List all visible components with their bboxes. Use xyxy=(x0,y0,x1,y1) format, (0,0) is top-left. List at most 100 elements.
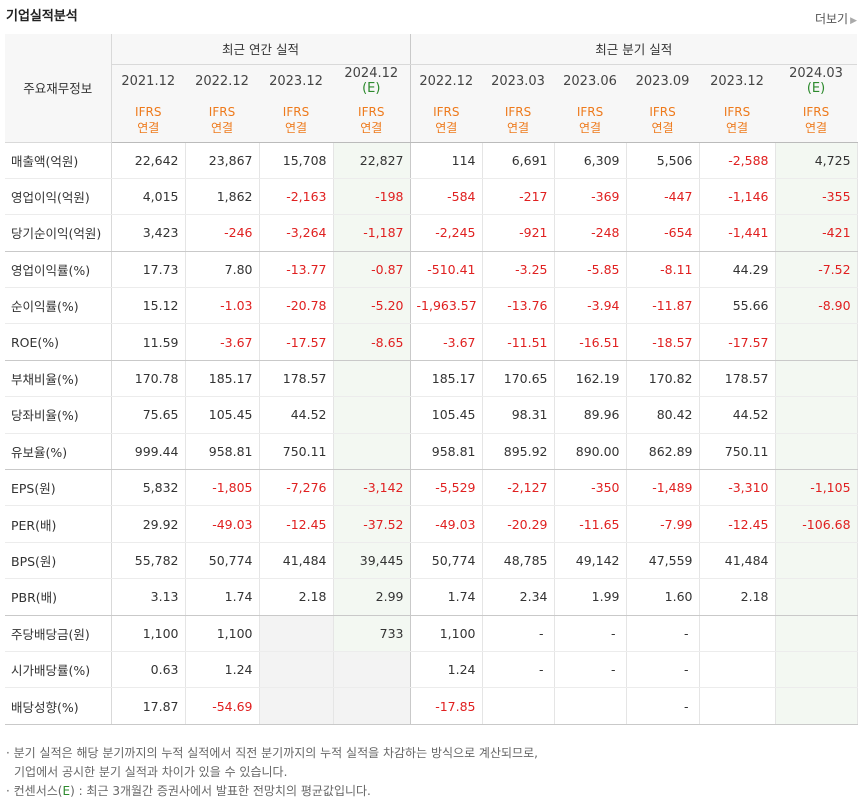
table-cell: 50,774 xyxy=(185,542,260,580)
table-cell: -350 xyxy=(554,469,627,507)
table-cell: -17.57 xyxy=(259,323,334,361)
table-cell: 170.78 xyxy=(111,360,186,398)
table-cell: -510.41 xyxy=(410,251,483,289)
table-cell: 6,691 xyxy=(482,142,555,179)
table-row: 시가배당률(%) 0.63 1.24 1.24- - - xyxy=(5,651,858,689)
ifrs-text: IFRS xyxy=(576,104,604,119)
table-cell: 4,015 xyxy=(111,178,186,216)
table-cell: - xyxy=(554,615,627,652)
table-cell: -3.67 xyxy=(410,323,483,361)
table-cell: 2.18 xyxy=(259,578,334,616)
table-cell xyxy=(775,651,858,689)
row-label: 부채비율(%) xyxy=(5,360,112,398)
table-cell: -11.87 xyxy=(626,287,700,325)
table-cell: 1.74 xyxy=(185,578,260,616)
table-cell: 0.63 xyxy=(111,651,186,689)
table-cell: - xyxy=(626,687,700,725)
ifrs-text: IFRS xyxy=(358,104,385,119)
table-cell: 89.96 xyxy=(554,396,627,434)
table-cell: -217 xyxy=(482,178,555,216)
ifrs-text: IFRS xyxy=(802,104,830,119)
table-cell: -369 xyxy=(554,178,627,216)
table-cell: 39,445 xyxy=(333,542,411,580)
ifrs-label: IFRS 연결 xyxy=(775,98,858,143)
table-cell xyxy=(775,396,858,434)
table-row: 당기순이익(억원) 3,423 -246 -3,264 -1,187 -2,245 -921… xyxy=(5,214,858,252)
more-link[interactable]: 더보기 ▶ xyxy=(815,10,857,27)
table-cell: -16.51 xyxy=(554,323,627,361)
section-header: 기업실적분석 더보기 ▶ xyxy=(0,0,863,34)
table-cell: 1,100 xyxy=(410,615,483,652)
table-cell: 11.59 xyxy=(111,323,186,361)
table-cell: 1.74 xyxy=(410,578,483,616)
table-cell xyxy=(775,578,858,616)
table-cell: 862.89 xyxy=(626,433,700,471)
table-cell: -3.67 xyxy=(185,323,260,361)
ifrs-label: IFRS 연결 xyxy=(482,98,555,143)
table-row: 순이익률(%) 15.12 -1.03 -20.78 -5.20 -1,963.57 -13… xyxy=(5,287,858,325)
table-cell xyxy=(775,615,858,652)
table-cell: 105.45 xyxy=(185,396,260,434)
consolidated-text: 연결 xyxy=(360,120,383,135)
period-header: 2023.09 xyxy=(626,64,700,98)
table-cell: -20.29 xyxy=(482,505,555,543)
table-cell: 3,423 xyxy=(111,214,186,252)
table-cell: -106.68 xyxy=(775,505,858,543)
ifrs-text: IFRS xyxy=(282,104,310,119)
table-cell xyxy=(699,615,776,652)
table-cell: 162.19 xyxy=(554,360,627,398)
table-cell: - xyxy=(482,615,555,652)
table-cell: 895.92 xyxy=(482,433,555,471)
table-cell: 80.42 xyxy=(626,396,700,434)
table-cell: -1,963.57 xyxy=(410,287,483,325)
period-header: 2021.12 xyxy=(111,64,185,98)
table-cell: 44.52 xyxy=(259,396,334,434)
table-cell: 750.11 xyxy=(699,433,776,471)
table-cell xyxy=(333,651,411,689)
ifrs-text: IFRS xyxy=(504,104,532,119)
ifrs-label: IFRS 연결 xyxy=(111,98,185,143)
table-cell: 1.24 xyxy=(410,651,483,689)
table-row: ROE(%) 11.59 -3.67 -17.57 -8.65 -3.67 -11.51 -1… xyxy=(5,323,858,361)
table-cell: -1,187 xyxy=(333,214,411,252)
table-cell: 17.73 xyxy=(111,251,186,289)
table-cell: 1,862 xyxy=(185,178,260,216)
table-cell: 170.82 xyxy=(626,360,700,398)
row-label: 당좌비율(%) xyxy=(5,396,112,434)
table-cell: 22,642 xyxy=(111,142,186,179)
ifrs-label: IFRS 연결 xyxy=(333,98,411,143)
table-cell: -5.20 xyxy=(333,287,411,325)
table-cell: -12.45 xyxy=(259,505,334,543)
table-cell: 50,774 xyxy=(410,542,483,580)
table-row: 주당배당금(원) 1,100 1,100 733 1,100- - - xyxy=(5,615,858,652)
table-cell: -37.52 xyxy=(333,505,411,543)
consolidated-text: 연결 xyxy=(284,120,308,135)
period-header: 2023.03 xyxy=(482,64,555,98)
table-cell: 15,708 xyxy=(259,142,334,179)
table-cell: -17.85 xyxy=(410,687,483,725)
table-cell: -18.57 xyxy=(626,323,700,361)
table-cell: -3,264 xyxy=(259,214,334,252)
consolidated-text: 연결 xyxy=(578,120,602,135)
footnote-2-prefix: · 컨센서스( xyxy=(6,784,63,798)
period-date: 2024.12 xyxy=(344,66,399,82)
table-cell: 41,484 xyxy=(699,542,776,580)
table-cell xyxy=(775,433,858,471)
table-cell: -1,441 xyxy=(699,214,776,252)
table-row: 당좌비율(%) 75.65 105.45 44.52 105.45 98.31 89.96 8… xyxy=(5,396,858,434)
period-header: 2022.12 xyxy=(185,64,259,98)
table-cell: 5,832 xyxy=(111,469,186,507)
table-row: 영업이익(억원) 4,015 1,862 -2,163 -198 -584 -217 -369… xyxy=(5,178,858,216)
table-cell: -1,805 xyxy=(185,469,260,507)
ifrs-label: IFRS 연결 xyxy=(626,98,700,143)
row-label: 시가배당률(%) xyxy=(5,651,112,689)
row-label: 주당배당금(원) xyxy=(5,615,112,652)
table-cell: 98.31 xyxy=(482,396,555,434)
table-cell: 2.99 xyxy=(333,578,411,616)
table-cell: 733 xyxy=(333,615,411,652)
footnote-1: · 분기 실적은 해당 분기까지의 누적 실적에서 직전 분기까지의 누적 실적… xyxy=(6,746,538,760)
table-cell: -921 xyxy=(482,214,555,252)
table-cell: 170.65 xyxy=(482,360,555,398)
table-cell: - xyxy=(482,651,555,689)
table-cell: 1.60 xyxy=(626,578,700,616)
